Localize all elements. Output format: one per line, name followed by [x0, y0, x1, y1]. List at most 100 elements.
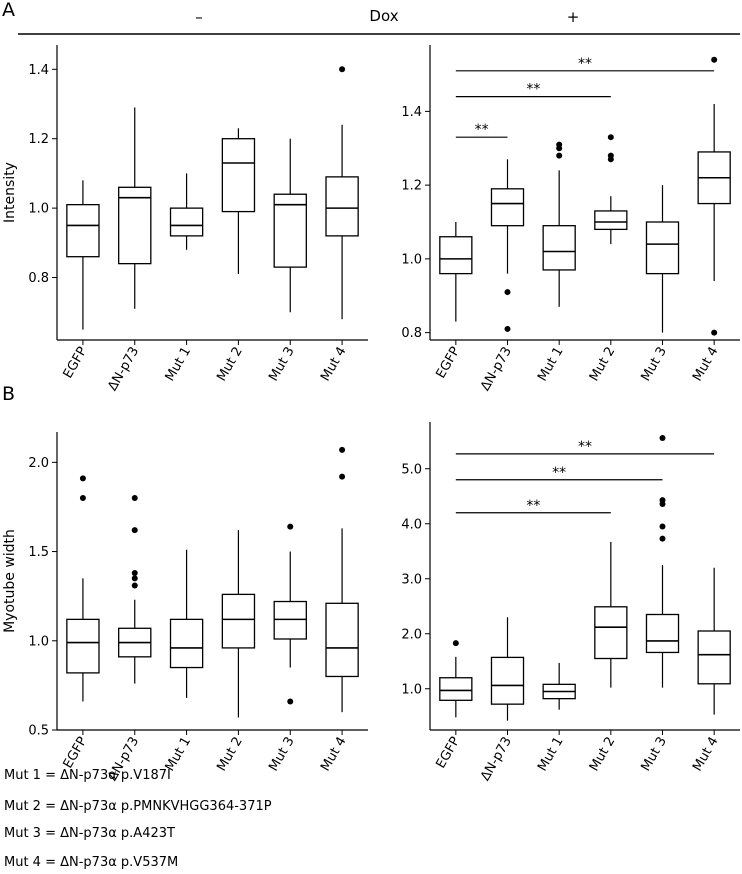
legend-mut-2: Mut 2 = ΔN-p73α p.PMNKVHGG364-371P [4, 799, 272, 814]
y-tick-label: 5.0 [401, 462, 422, 477]
y-tick-label: 1.0 [401, 252, 422, 267]
outlier-point [79, 495, 86, 502]
box [439, 236, 473, 275]
x-tick-label: Mut 2 [587, 735, 618, 775]
y-tick-label: 4.0 [401, 517, 422, 532]
outlier-point [504, 289, 511, 296]
box [439, 677, 473, 701]
outlier-point [659, 523, 666, 530]
x-tick-label: Mut 3 [638, 735, 669, 775]
box [273, 193, 307, 268]
box [542, 225, 576, 271]
outlier-point [339, 446, 346, 453]
outlier-point [452, 640, 459, 647]
x-tick-label: Mut 1 [535, 345, 566, 385]
x-tick-label: Mut 4 [318, 345, 349, 385]
x-tick-label: EGFP [434, 734, 464, 771]
dox-minus-label: – [195, 8, 203, 26]
x-tick-label: EGFP [434, 344, 464, 381]
panel-label-b: B [2, 383, 15, 405]
box [169, 207, 204, 237]
y-tick-label: 1.4 [401, 105, 422, 120]
box [490, 656, 525, 705]
y-tick-label: 1.0 [401, 682, 422, 697]
panel-a-dox-minus-plot: 0.8 1.0 1.2 1.4 Intensity EGFP ΔN-p73 Mut 1 Mut … [2, 45, 368, 394]
outlier-point [339, 66, 346, 73]
x-tick-label: EGFP [61, 734, 91, 771]
y-tick-label: 0.8 [28, 271, 49, 286]
significance-label: ** [578, 439, 592, 455]
box [66, 618, 100, 674]
significance-label: ** [526, 82, 540, 98]
box [645, 613, 680, 654]
outlier-point [556, 152, 563, 159]
outlier-point [556, 141, 563, 148]
outlier-point [131, 495, 138, 502]
y-tick-label: 2.0 [401, 627, 422, 642]
outlier-point [659, 434, 666, 441]
legend-mut-3: Mut 3 = ΔN-p73α p.A423T [4, 826, 175, 841]
panel-a-dox-plus-plot: 0.8 1.0 1.2 1.4 EGFP ΔN-p73 Mut 1 Mut 2 Mut 3 Mut… [401, 45, 740, 394]
x-tick-label: Mut 4 [690, 735, 721, 775]
x-tick-label: Mut 2 [587, 345, 618, 385]
box [697, 630, 731, 685]
x-tick-label: Mut 1 [163, 345, 194, 385]
outlier-point [131, 527, 138, 534]
significance-label: ** [475, 122, 489, 138]
box [221, 593, 256, 649]
x-tick-label: Mut 3 [266, 735, 297, 775]
outlier-point [607, 152, 614, 159]
outlier-point [79, 475, 86, 482]
y-tick-label: 1.2 [401, 179, 422, 194]
legend-mut-4: Mut 4 = ΔN-p73α p.V537M [4, 855, 179, 870]
box [169, 618, 204, 669]
significance-label: ** [552, 465, 566, 481]
x-tick-label: ΔN-p73 [478, 345, 515, 394]
y-tick-label: 0.8 [401, 326, 422, 341]
x-tick-label: ΔN-p73 [105, 345, 142, 394]
outlier-point [287, 523, 294, 530]
y-tick-label: 1.0 [28, 634, 49, 649]
box [325, 602, 359, 678]
box [594, 210, 628, 231]
outlier-point [659, 497, 666, 504]
outlier-point [659, 535, 666, 542]
box [118, 186, 152, 265]
box [594, 606, 628, 660]
y-tick-label: 1.5 [28, 545, 49, 560]
box [221, 138, 256, 213]
box [273, 600, 307, 640]
dox-plus-label: + [567, 8, 580, 26]
outlier-point [711, 56, 718, 63]
x-tick-label: ΔN-p73 [478, 735, 515, 784]
y-axis-label: Intensity [2, 162, 18, 223]
outlier-point [131, 582, 138, 589]
y-axis-label: Myotube width [2, 529, 18, 633]
x-tick-label: Mut 3 [638, 345, 669, 385]
box [490, 188, 525, 227]
y-tick-label: 1.0 [28, 202, 49, 217]
box [645, 221, 680, 275]
box [66, 203, 100, 258]
outlier-point [131, 575, 138, 582]
outlier-point [339, 473, 346, 480]
outlier-point [287, 698, 294, 705]
outlier-point [131, 569, 138, 576]
outlier-point [607, 134, 614, 141]
x-tick-label: Mut 1 [535, 735, 566, 775]
significance-label: ** [578, 56, 592, 72]
y-tick-label: 0.5 [28, 724, 49, 739]
y-tick-label: 3.0 [401, 572, 422, 587]
y-tick-label: 2.0 [28, 456, 49, 471]
box [325, 176, 359, 237]
y-tick-label: 1.2 [28, 132, 49, 147]
panel-b-dox-plus-plot: 1.0 2.0 3.0 4.0 5.0 EGFP ΔN-p73 Mut 1 Mut 2 Mut 3… [401, 422, 740, 784]
legend-mut-1: Mut 1 = ΔN-p73α p.V187I [4, 768, 171, 783]
dox-label: Dox [369, 7, 398, 25]
x-tick-label: Mut 4 [690, 345, 721, 385]
x-tick-label: EGFP [61, 344, 91, 381]
x-tick-label: Mut 4 [318, 735, 349, 775]
x-tick-label: Mut 3 [266, 345, 297, 385]
